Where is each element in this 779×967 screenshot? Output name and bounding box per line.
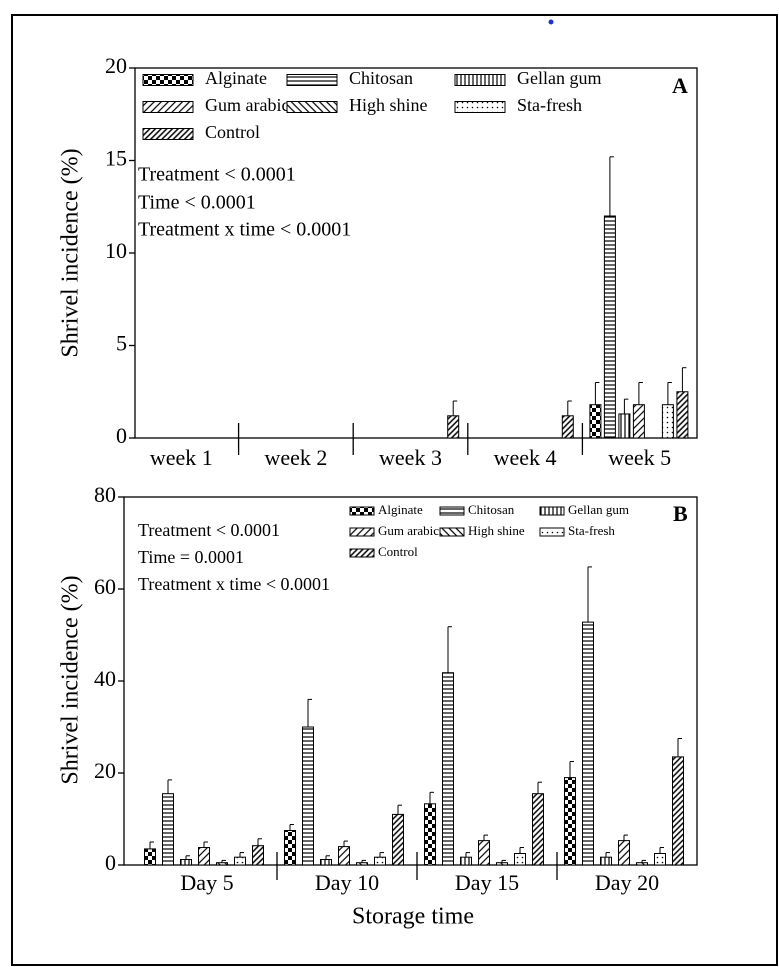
bar <box>676 391 689 439</box>
legend-swatch <box>349 548 375 558</box>
legend-label: High shine <box>468 523 525 538</box>
frame <box>11 14 778 966</box>
x-tick-label: week 1 <box>150 445 213 470</box>
legend-swatch <box>539 527 565 537</box>
legend-label: Chitosan <box>468 502 515 517</box>
bar <box>632 404 645 439</box>
legend-label: Sta-fresh <box>517 95 582 115</box>
legend-swatch <box>142 74 194 86</box>
bar <box>198 847 210 866</box>
legend-label: Alginate <box>378 502 423 517</box>
bar <box>514 853 526 866</box>
panel-label: B <box>673 501 688 526</box>
legend-swatch <box>439 506 465 516</box>
x-tick-label: Day 10 <box>315 870 379 895</box>
bar <box>672 756 684 866</box>
legend-swatch <box>349 527 375 537</box>
legend-swatch <box>349 506 375 516</box>
bar <box>356 862 368 866</box>
bar <box>603 215 616 439</box>
legend-label: Control <box>205 122 260 142</box>
y-tick-label: 15 <box>105 146 127 171</box>
annotation: Time = 0.0001 <box>138 547 244 567</box>
bar <box>320 858 332 866</box>
legend-label: Alginate <box>205 68 267 88</box>
bar <box>424 803 436 866</box>
y-axis-label: Shrivel incidence (%) <box>58 148 84 357</box>
bar <box>600 856 612 866</box>
bar <box>618 413 631 439</box>
y-tick-label: 20 <box>105 53 127 78</box>
legend-label: Gellan gum <box>517 68 601 88</box>
legend-label: High shine <box>349 95 428 115</box>
annotation: Time < 0.0001 <box>138 192 256 214</box>
bar <box>478 840 490 866</box>
bar <box>661 404 674 439</box>
annotation: Treatment < 0.0001 <box>138 164 296 186</box>
dot <box>548 19 554 25</box>
legend-swatch <box>454 74 506 86</box>
annotation: Treatment < 0.0001 <box>138 520 280 540</box>
bar <box>234 856 246 866</box>
legend-swatch <box>454 101 506 113</box>
y-tick-label: 20 <box>94 758 116 783</box>
x-axis-label: Storage time <box>352 904 474 930</box>
x-tick-label: week 5 <box>608 445 671 470</box>
y-axis-label: Shrivel incidence (%) <box>58 575 84 784</box>
panel-label: A <box>672 73 688 98</box>
x-tick-label: Day 20 <box>595 870 659 895</box>
bar <box>654 853 666 866</box>
bar <box>636 862 648 866</box>
bar <box>216 862 228 866</box>
bar <box>302 726 314 866</box>
legend-swatch <box>142 128 194 140</box>
y-tick-label: 10 <box>105 238 127 263</box>
y-tick-label: 0 <box>105 850 116 875</box>
x-tick-label: Day 15 <box>455 870 519 895</box>
y-tick-label: 0 <box>116 423 127 448</box>
annotation: Treatment x time < 0.0001 <box>138 219 351 241</box>
bar <box>460 856 472 866</box>
y-tick-label: 40 <box>94 666 116 691</box>
bar <box>338 846 350 866</box>
legend-label: Chitosan <box>349 68 413 88</box>
y-tick-label: 60 <box>94 574 116 599</box>
legend-label: Gum arabic <box>378 523 439 538</box>
bar <box>442 672 454 866</box>
x-tick-label: week 3 <box>379 445 442 470</box>
bar <box>564 777 576 866</box>
legend-swatch <box>439 527 465 537</box>
x-tick-label: week 2 <box>264 445 327 470</box>
bar <box>374 856 386 866</box>
legend-label: Control <box>378 544 418 559</box>
bar <box>252 845 264 866</box>
legend-swatch <box>286 74 338 86</box>
y-tick-label: 5 <box>116 331 127 356</box>
legend-label: Sta-fresh <box>568 523 615 538</box>
bar <box>496 862 508 866</box>
y-tick-label: 80 <box>94 482 116 507</box>
annotation: Treatment x time < 0.0001 <box>138 574 330 594</box>
bar <box>447 415 460 439</box>
bar <box>392 813 404 866</box>
bar <box>284 830 296 866</box>
bar <box>582 621 594 866</box>
legend-swatch <box>286 101 338 113</box>
x-tick-label: Day 5 <box>180 870 233 895</box>
bar <box>180 858 192 866</box>
legend-swatch <box>142 101 194 113</box>
x-tick-label: week 4 <box>494 445 557 470</box>
bar <box>618 840 630 866</box>
bar <box>532 793 544 866</box>
legend-label: Gum arabic <box>205 95 289 115</box>
bar <box>589 404 602 439</box>
bar <box>561 415 574 439</box>
bar <box>162 793 174 866</box>
bar <box>144 848 156 866</box>
legend-swatch <box>539 506 565 516</box>
legend-label: Gellan gum <box>568 502 629 517</box>
